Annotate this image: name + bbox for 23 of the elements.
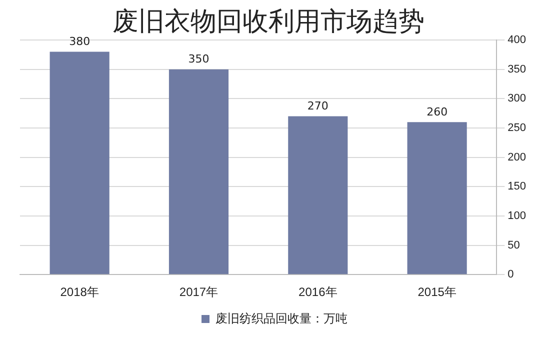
y-tick-label: 0 [508,268,514,281]
chart-title: 废旧衣物回收利用市场趋势 [112,7,424,37]
bar [168,69,229,274]
bar [50,52,110,274]
data-label: 270 [307,100,328,113]
data-label: 350 [188,52,210,66]
y-tick-label: 50 [508,239,520,252]
y-tick-label: 400 [508,34,526,46]
x-tick-label: 2015年 [418,285,456,300]
x-tick-label: 2018年 [60,285,99,300]
y-tick-label: 100 [508,210,526,222]
bar [407,122,467,274]
y-tick-label: 150 [508,180,526,193]
x-tick-label: 2016年 [298,285,338,300]
bar [288,116,348,274]
y-tick-label: 300 [508,92,526,105]
data-label: 260 [426,105,448,118]
legend-label: 废旧纺织品回收量：万吨 [216,311,348,326]
x-tick-label: 2017年 [179,285,218,300]
y-tick-label: 350 [508,63,526,76]
y-tick-label: 250 [508,122,526,134]
data-label: 380 [69,35,90,48]
y-tick-label: 200 [508,151,526,164]
